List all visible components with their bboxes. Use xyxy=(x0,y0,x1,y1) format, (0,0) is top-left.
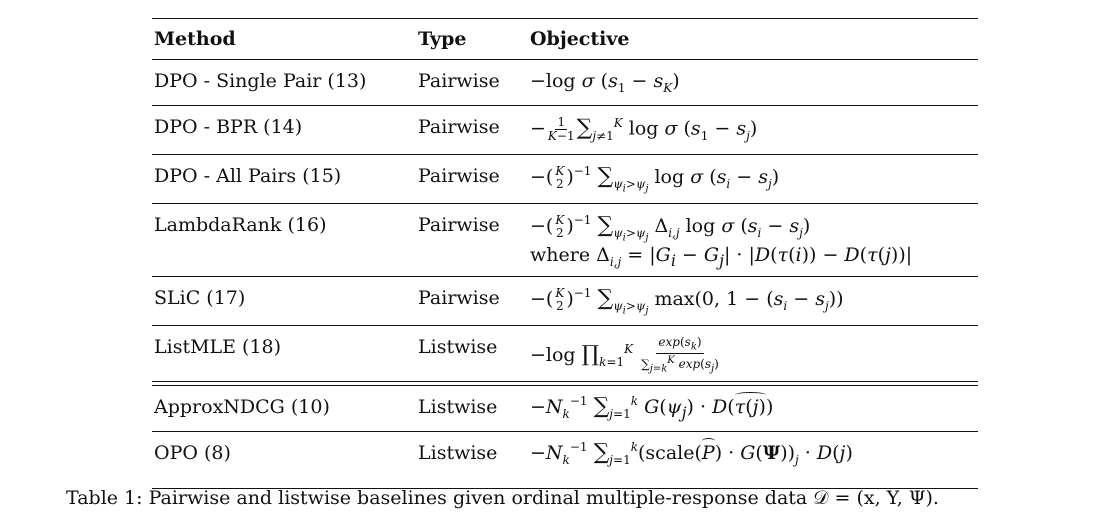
method-cell: LambdaRank (16) xyxy=(154,214,327,236)
table-row: DPO - All Pairs (15) Pairwise −(K 2)−1 ∑ψ… xyxy=(152,155,978,203)
type-cell: Pairwise xyxy=(418,70,500,92)
type-cell: Pairwise xyxy=(418,165,500,187)
table-row: ListMLE (18) Listwise −log ∏k=1K exp(sk)… xyxy=(152,326,978,381)
type-cell: Pairwise xyxy=(418,287,500,309)
table-header-row: Method Type Objective xyxy=(152,19,978,59)
method-cell: DPO - BPR (14) xyxy=(154,116,303,138)
header-type: Type xyxy=(418,28,467,50)
objective-formula: −(K 2)−1 ∑ψi>ψj log σ (si − sj) xyxy=(530,164,780,195)
type-cell: Listwise xyxy=(418,336,498,358)
table-row: OPO (8) Listwise −Nk−1 ∑j=1k(scale(P) · … xyxy=(152,432,978,488)
type-cell: Listwise xyxy=(418,396,498,418)
type-cell: Listwise xyxy=(418,442,498,464)
top-rule xyxy=(152,18,978,19)
method-cell: DPO - All Pairs (15) xyxy=(154,165,342,187)
table-row: SLiC (17) Pairwise −(K 2)−1 ∑ψi>ψj max(0,… xyxy=(152,277,978,325)
type-cell: Pairwise xyxy=(418,116,500,138)
header-objective: Objective xyxy=(530,28,630,50)
method-cell: ApproxNDCG (10) xyxy=(154,396,330,418)
method-cell: DPO - Single Pair (13) xyxy=(154,70,367,92)
objective-formula: −Nk−1 ∑j=1k(scale(P) · G(Ψ))j · D(j) xyxy=(530,438,853,467)
bottom-rule xyxy=(152,488,978,489)
baselines-table: Method Type Objective DPO - Single Pair … xyxy=(152,18,978,489)
objective-formula: −Nk−1 ∑j=1k G(ψj) · D(τ(j)) xyxy=(530,392,774,422)
method-cell: ListMLE (18) xyxy=(154,336,282,358)
double-rule xyxy=(152,381,978,386)
type-cell: Pairwise xyxy=(418,214,500,236)
objective-formula: −(K 2)−1 ∑ψi>ψj Δi,j log σ (si − sj) wher… xyxy=(530,213,913,271)
objective-formula: −log σ (s1 − sK) xyxy=(530,70,680,95)
objective-formula: −1 K−1 ∑j≠1K log σ (s1 − sj) xyxy=(530,115,758,143)
table-row: DPO - BPR (14) Pairwise −1 K−1 ∑j≠1K log σ… xyxy=(152,106,978,154)
method-cell: SLiC (17) xyxy=(154,287,246,309)
table-row: ApproxNDCG (10) Listwise −Nk−1 ∑j=1k G(ψ… xyxy=(152,386,978,431)
method-cell: OPO (8) xyxy=(154,442,231,464)
header-method: Method xyxy=(154,28,236,50)
table-caption: Table 1: Pairwise and listwise baselines… xyxy=(66,487,939,509)
table-row: DPO - Single Pair (13) Pairwise −log σ (… xyxy=(152,60,978,105)
table-row: LambdaRank (16) Pairwise −(K 2)−1 ∑ψi>ψj … xyxy=(152,204,978,276)
objective-formula: −(K 2)−1 ∑ψi>ψj max(0, 1 − (si − sj)) xyxy=(530,286,844,317)
objective-formula: −log ∏k=1K exp(sk) ∑j=kK exp(sj) xyxy=(530,335,719,375)
